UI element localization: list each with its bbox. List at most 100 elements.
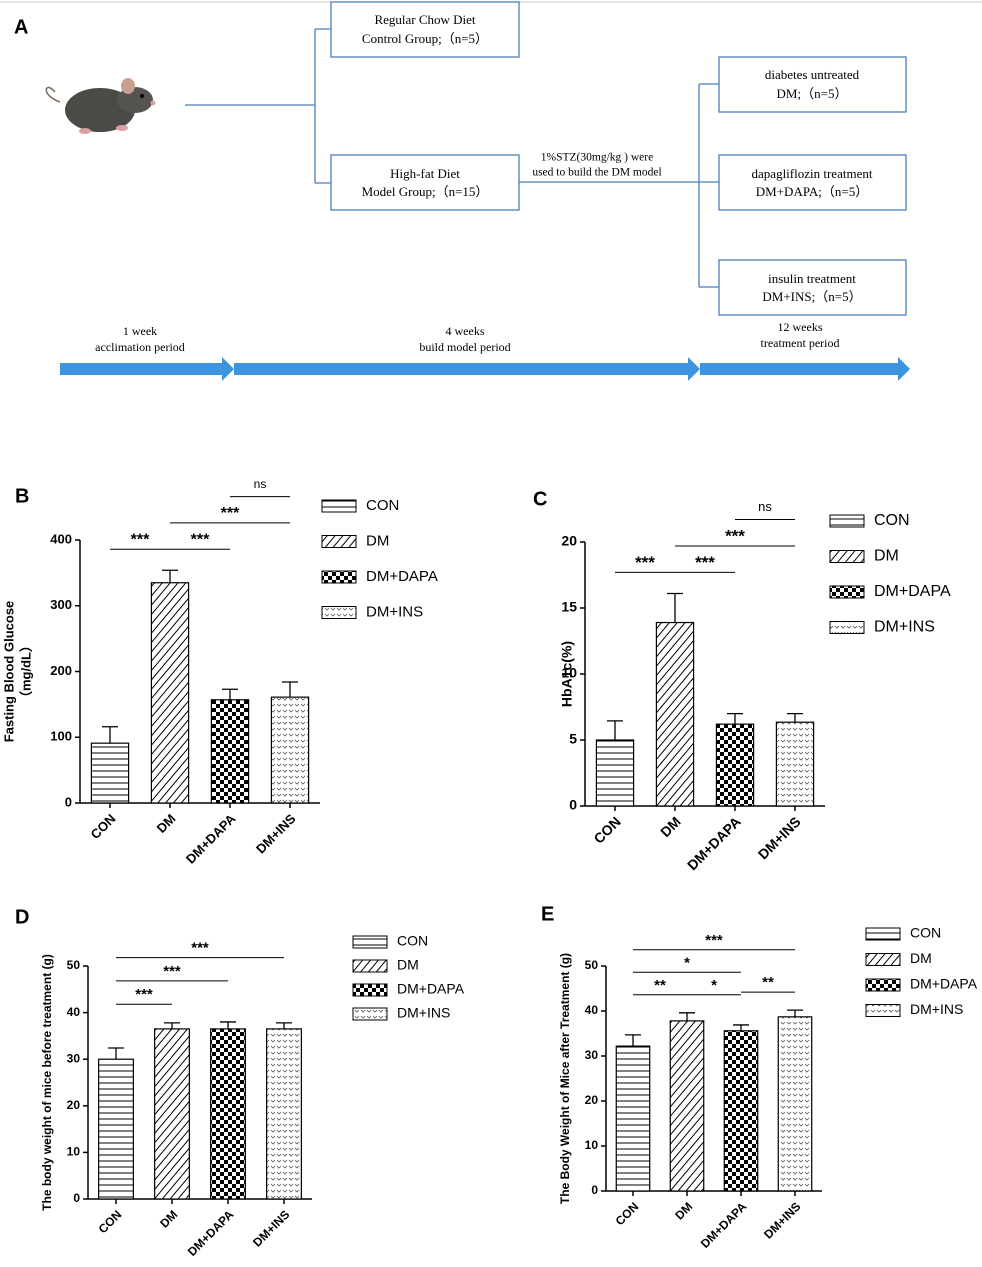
- group-box: [330, 1, 520, 58]
- significance-label: ***: [635, 553, 655, 572]
- error-bar: [787, 1009, 803, 1017]
- group-box: [330, 154, 520, 211]
- significance-label: *: [711, 977, 717, 994]
- legend-swatch: [321, 499, 357, 513]
- bar: [210, 699, 250, 804]
- y-tick-label: 20: [561, 533, 577, 549]
- y-tick-label: 10: [585, 1138, 599, 1152]
- legend-label: DM: [397, 957, 419, 973]
- y-tick-label: 10: [561, 665, 577, 681]
- error-bar: [164, 1022, 180, 1029]
- significance-label: ns: [758, 499, 772, 514]
- y-tick-label: 5: [569, 731, 577, 747]
- y-tick-label: 50: [67, 958, 81, 972]
- significance-label: **: [762, 974, 774, 991]
- error-bar: [222, 688, 238, 700]
- y-tick-label: 40: [585, 1003, 599, 1017]
- y-tick-label: 0: [569, 797, 577, 813]
- bar: [210, 1028, 246, 1200]
- legend-label: DM+DAPA: [874, 583, 951, 600]
- legend-swatch: [352, 959, 388, 973]
- bar: [90, 742, 130, 804]
- y-tick-label: 200: [50, 663, 72, 678]
- error-bar: [276, 1022, 292, 1029]
- significance-label: **: [654, 977, 666, 994]
- box-text: diabetes untreated: [765, 67, 860, 82]
- significance-label: ns: [254, 477, 267, 491]
- bar: [595, 739, 635, 807]
- x-tick-label: DM+INS: [761, 1199, 803, 1241]
- y-tick-label: 40: [67, 1005, 81, 1019]
- legend-swatch: [829, 621, 865, 634]
- y-axis-label: （mg/dL）: [18, 639, 33, 704]
- error-bar: [667, 592, 683, 623]
- legend-swatch: [865, 953, 901, 966]
- period-label: 1 week: [123, 324, 157, 338]
- bar: [777, 1016, 813, 1192]
- y-axis-label: Fasting Blood Glucose: [1, 601, 16, 743]
- x-tick-label: DM+INS: [253, 811, 299, 857]
- bar: [655, 621, 695, 807]
- group-box: [718, 154, 907, 211]
- significance-label: ***: [705, 932, 723, 949]
- legend-label: CON: [910, 925, 941, 941]
- y-tick-label: 100: [50, 729, 72, 744]
- period-label: acclimation period: [95, 340, 185, 354]
- bar: [98, 1058, 134, 1200]
- period-label: treatment period: [761, 336, 840, 350]
- error-bar: [220, 1021, 236, 1029]
- x-tick-label: DM+DAPA: [684, 813, 744, 873]
- x-tick-label: DM+DAPA: [698, 1199, 750, 1251]
- box-text: High-fat Diet: [390, 166, 460, 181]
- legend-swatch: [829, 514, 865, 528]
- panel-letter: A: [14, 16, 28, 38]
- error-bar: [162, 569, 178, 583]
- legend-swatch: [829, 550, 865, 563]
- x-tick-label: DM: [157, 1207, 180, 1230]
- legend-swatch: [865, 978, 901, 992]
- x-tick-label: CON: [590, 813, 623, 846]
- y-tick-label: 0: [65, 794, 72, 809]
- timeline-arrows: [60, 357, 910, 381]
- bar: [775, 721, 815, 807]
- note: 1%STZ(30mg/kg ) were: [541, 152, 653, 164]
- x-tick-label: DM: [657, 813, 684, 840]
- y-axis-label: The Body Weight of Mice after Treatment …: [558, 953, 572, 1204]
- x-tick-label: DM+INS: [250, 1207, 292, 1249]
- error-bar: [679, 1012, 695, 1021]
- x-tick-label: DM+DAPA: [185, 1207, 237, 1259]
- panel-letter: C: [533, 488, 547, 510]
- error-bar: [625, 1034, 641, 1047]
- box-text: DM+DAPA;（n=5）: [756, 184, 868, 199]
- error-bar: [607, 720, 623, 740]
- y-tick-label: 0: [73, 1191, 80, 1205]
- x-tick-label: DM: [672, 1199, 695, 1222]
- box-text: DM+INS;（n=5）: [762, 289, 861, 304]
- period-label: 12 weeks: [778, 320, 823, 334]
- significance-label: ***: [725, 526, 745, 545]
- significance-label: ***: [221, 505, 240, 522]
- significance-label: *: [684, 954, 690, 971]
- legend-label: DM+DAPA: [366, 568, 438, 585]
- significance-label: ***: [135, 986, 153, 1003]
- error-bar: [733, 1024, 749, 1031]
- box-text: Control Group;（n=5）: [362, 31, 488, 46]
- legend-label: DM+INS: [874, 619, 935, 636]
- significance-label: ***: [131, 531, 150, 548]
- period-label: build model period: [419, 340, 510, 354]
- significance-label: ***: [191, 940, 209, 957]
- legend-label: DM+DAPA: [397, 981, 465, 997]
- x-tick-label: CON: [96, 1207, 125, 1236]
- y-tick-label: 10: [67, 1145, 81, 1159]
- panel-letter: E: [541, 903, 554, 925]
- legend-label: DM+INS: [910, 1001, 963, 1017]
- panel-letter: B: [15, 485, 29, 507]
- x-tick-label: DM: [154, 811, 179, 836]
- group-box: [718, 259, 907, 316]
- study-design: A Regular Chow Diet Control Group;（n=5） …: [0, 1, 982, 381]
- legend-label: CON: [397, 933, 428, 949]
- legend-label: DM+INS: [366, 603, 423, 620]
- legend-label: DM+INS: [397, 1005, 450, 1021]
- legend-label: DM+DAPA: [910, 976, 978, 992]
- box-text: insulin treatment: [768, 271, 856, 286]
